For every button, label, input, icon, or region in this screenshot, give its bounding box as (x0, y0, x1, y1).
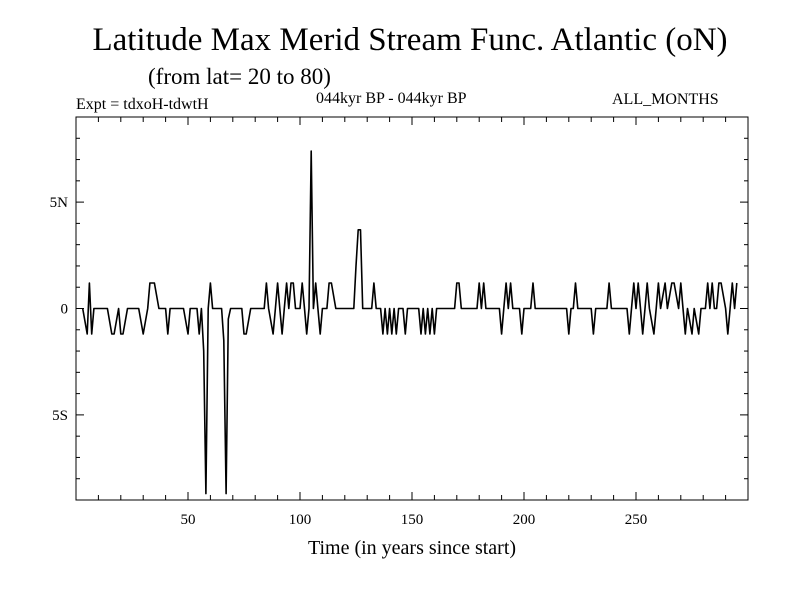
series-line-0 (81, 150, 738, 495)
x-tick-label: 250 (625, 512, 648, 528)
y-tick-label: 5S (52, 408, 68, 424)
x-axis-label: Time (in years since start) (308, 537, 516, 559)
x-tick-label: 50 (181, 512, 196, 528)
chart-title: Latitude Max Merid Stream Func. Atlantic… (92, 22, 728, 58)
x-tick-label: 200 (513, 512, 536, 528)
axis-tick-labels: 50 100 150 200 250 5N 0 5S (50, 195, 648, 528)
y-tick-label: 5N (50, 195, 69, 211)
period-label: 044kyr BP - 044kyr BP (316, 90, 467, 107)
chart-subtitle: (from lat= 20 to 80) (148, 64, 331, 89)
months-label: ALL_MONTHS (612, 91, 719, 108)
y-tick-label: 0 (61, 302, 69, 318)
axis-ticks (76, 116, 748, 501)
x-tick-label: 150 (401, 512, 424, 528)
x-tick-label: 100 (289, 512, 312, 528)
series-group (81, 150, 738, 495)
experiment-label: Expt = tdxoH-tdwtH (76, 96, 209, 113)
